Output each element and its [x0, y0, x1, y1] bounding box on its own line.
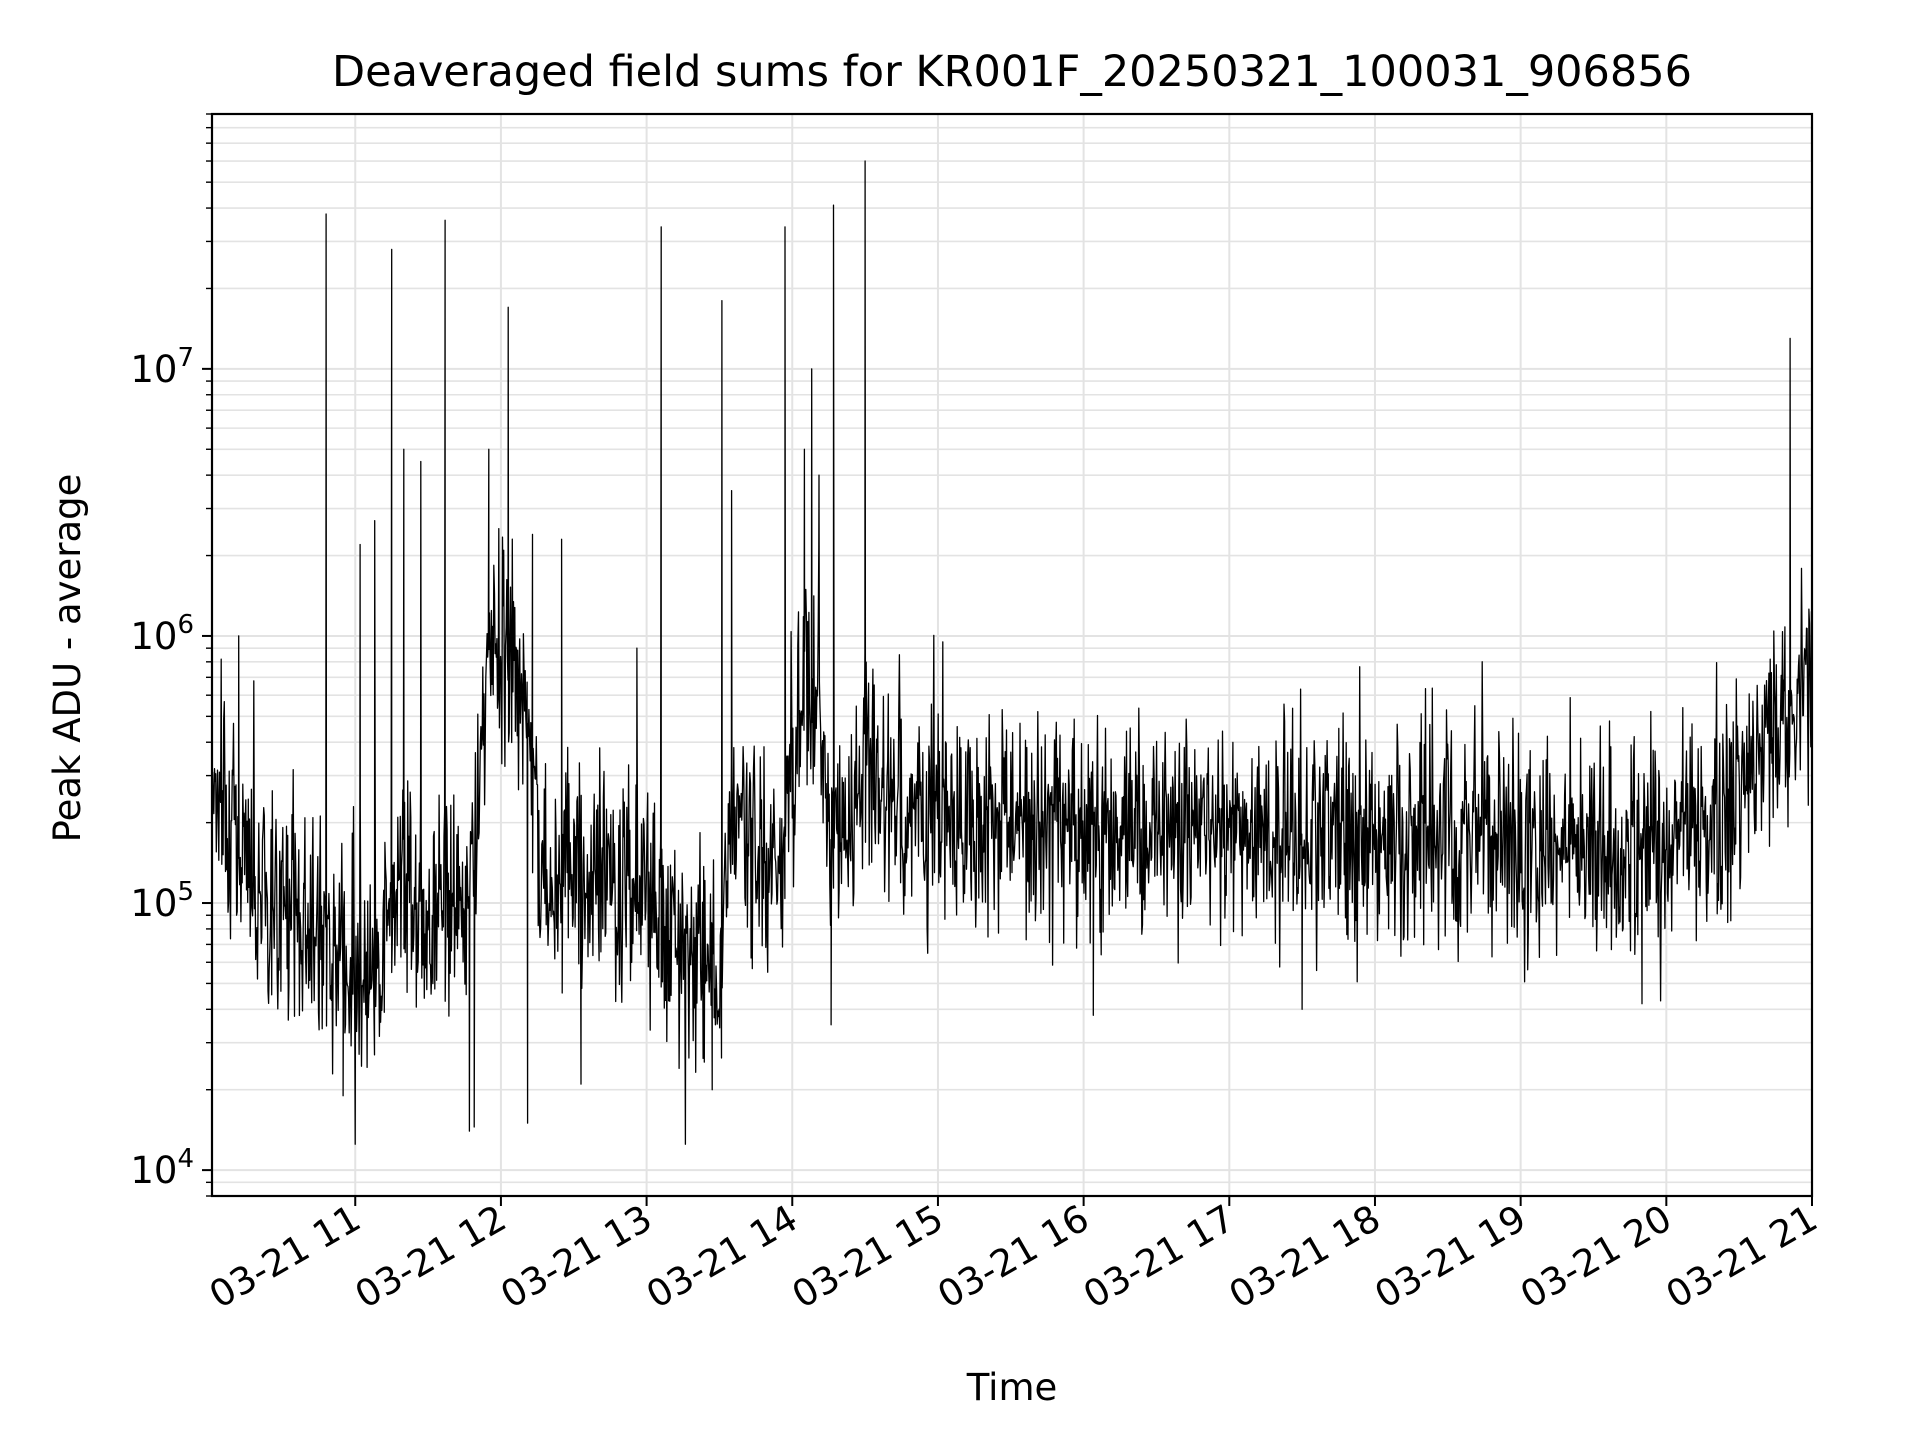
- y-axis-ticks: 104 105 106 107: [130, 113, 212, 1197]
- plot-series: [211, 160, 1813, 1145]
- y-axis-label: Peak ADU - average: [46, 474, 89, 843]
- y-tick-label: 106: [130, 610, 194, 658]
- y-tick-label: 104: [130, 1144, 194, 1192]
- y-tick-label: 107: [130, 343, 194, 391]
- series-line: [211, 160, 1813, 1145]
- y-gridlines: [212, 113, 1812, 1197]
- chart-title: Deaveraged field sums for KR001F_2025032…: [332, 47, 1692, 97]
- y-tick-label: 105: [130, 877, 194, 925]
- x-axis-label: Time: [966, 1366, 1058, 1409]
- plot-frame: [210, 112, 1814, 1198]
